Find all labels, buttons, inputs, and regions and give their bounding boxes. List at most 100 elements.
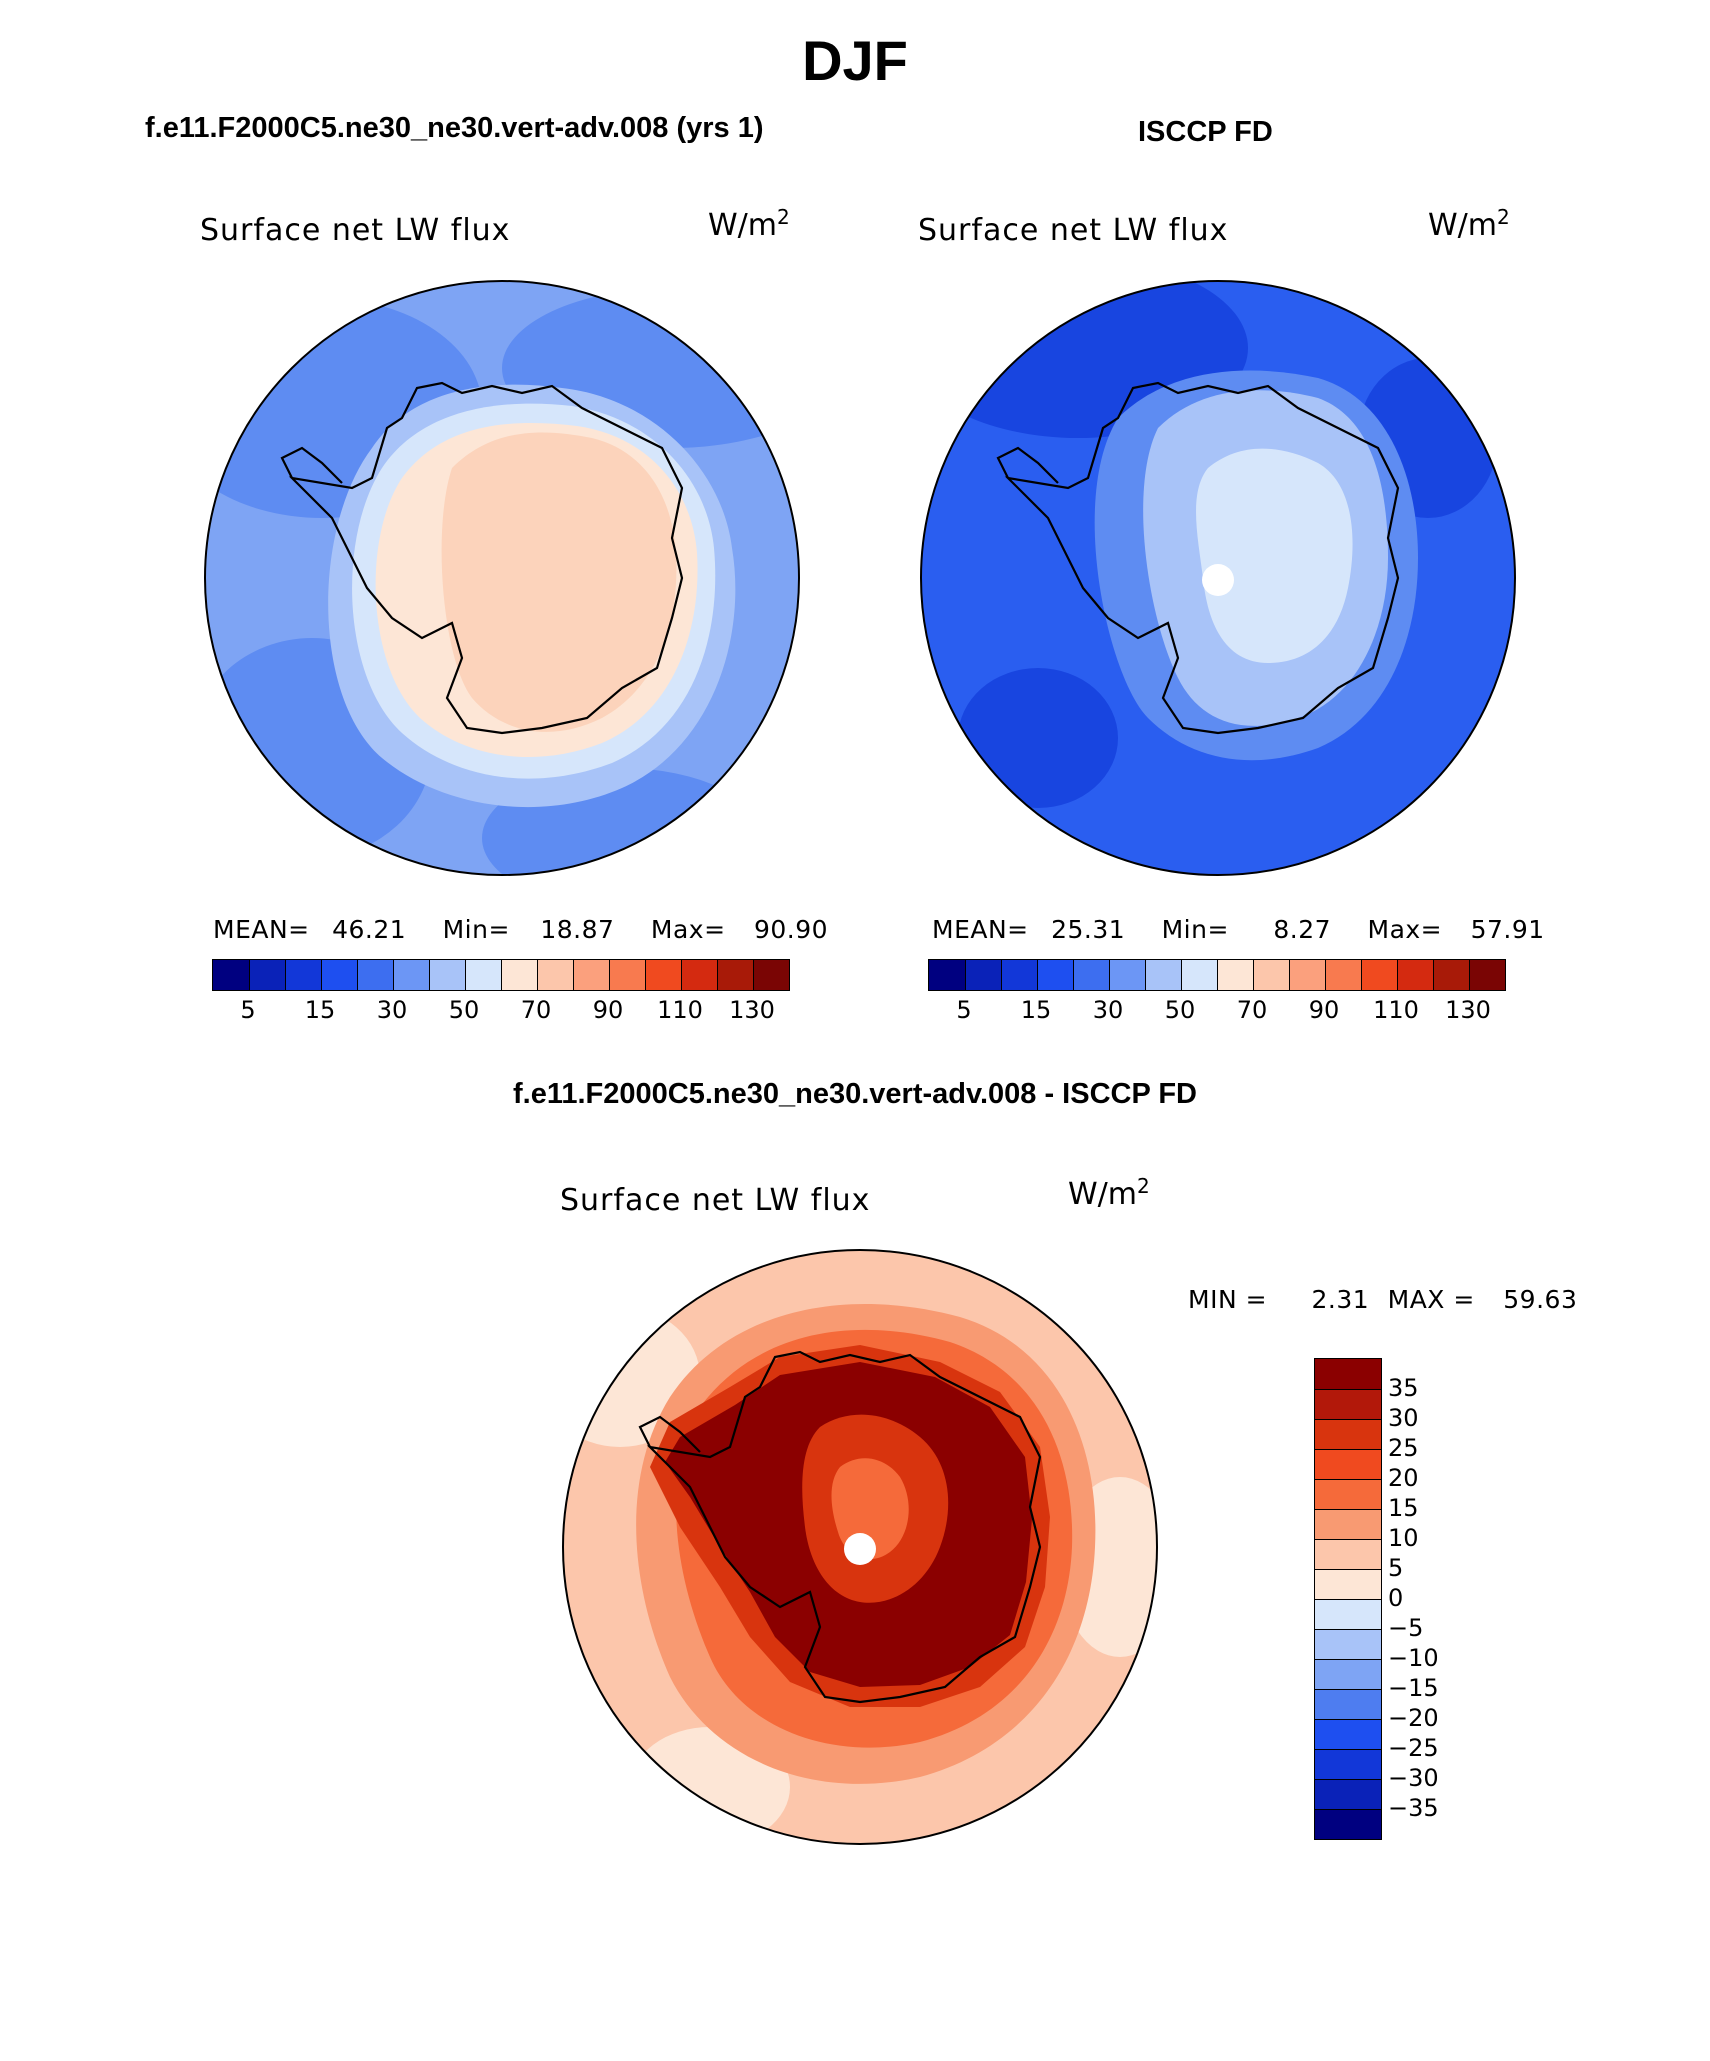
colorbar-cell [1315, 1719, 1381, 1749]
model-peninsula [280, 446, 343, 484]
colorbar-cell [465, 960, 501, 990]
colorbar-cell [1315, 1809, 1381, 1839]
colorbar-cell [753, 960, 789, 990]
diff-peninsula [638, 1415, 701, 1453]
colorbar-tick-label: 130 [729, 996, 775, 1024]
diff-land-core [831, 1458, 909, 1560]
obs-stats: MEAN= 25.31 Min= 8.27 Max= 57.91 [932, 915, 1545, 944]
model-colorbar [212, 959, 790, 991]
model-min-label: Min= [442, 915, 510, 944]
obs-coastline [1004, 381, 1400, 735]
colorbar-cell [1073, 960, 1109, 990]
obs-core [1196, 448, 1353, 663]
diff-max-label: MAX = [1387, 1285, 1475, 1314]
colorbar-tick-label: 50 [1164, 996, 1196, 1024]
colorbar-cell [717, 960, 753, 990]
model-units-label: W/m2 [708, 205, 790, 243]
model-max-value: 90.90 [754, 915, 829, 944]
diff-colorbar [1314, 1358, 1382, 1840]
colorbar-cell [321, 960, 357, 990]
colorbar-cell [1315, 1419, 1381, 1449]
colorbar-tick-label: −20 [1388, 1704, 1439, 1732]
model-units-exponent: 2 [777, 205, 790, 229]
model-mean-value: 46.21 [332, 915, 407, 944]
colorbar-cell [1037, 960, 1073, 990]
colorbar-cell [1181, 960, 1217, 990]
model-units: W/m [708, 208, 777, 243]
colorbar-cell [429, 960, 465, 990]
colorbar-cell [1315, 1569, 1381, 1599]
diff-stats: MIN = 2.31 MAX = 59.63 [1188, 1285, 1577, 1314]
obs-variable-label: Surface net LW flux [918, 213, 1229, 248]
model-polar-map [204, 280, 800, 876]
obs-pole-gap [1202, 564, 1234, 596]
colorbar-cell [357, 960, 393, 990]
colorbar-cell [609, 960, 645, 990]
colorbar-tick-label: 110 [1373, 996, 1419, 1024]
colorbar-cell [537, 960, 573, 990]
colorbar-tick-label: 110 [657, 996, 703, 1024]
diff-units-exponent: 2 [1137, 1174, 1150, 1198]
colorbar-cell [1315, 1539, 1381, 1569]
model-coastline [288, 381, 684, 735]
colorbar-cell [285, 960, 321, 990]
colorbar-tick-label: 15 [1020, 996, 1052, 1024]
colorbar-cell [1315, 1629, 1381, 1659]
colorbar-tick-label: −35 [1388, 1794, 1439, 1822]
colorbar-cell [645, 960, 681, 990]
colorbar-cell [1315, 1659, 1381, 1689]
model-map-border [204, 280, 800, 876]
diff-map-border [562, 1249, 1158, 1845]
colorbar-tick-label: 30 [1388, 1404, 1419, 1432]
colorbar-tick-label: 30 [1092, 996, 1124, 1024]
colorbar-cell [1315, 1479, 1381, 1509]
model-land-interior [441, 432, 677, 732]
obs-dark-patch-2 [958, 668, 1118, 808]
colorbar-tick-label: 90 [592, 996, 624, 1024]
colorbar-cell [1315, 1599, 1381, 1629]
colorbar-cell [1315, 1449, 1381, 1479]
colorbar-tick-label: 5 [956, 996, 972, 1024]
diff-panel-header: f.e11.F2000C5.ne30_ne30.vert-adv.008 - I… [512, 1078, 1197, 1110]
colorbar-cell [1469, 960, 1505, 990]
colorbar-tick-label: 15 [1388, 1494, 1419, 1522]
model-panel-header: f.e11.F2000C5.ne30_ne30.vert-adv.008 (yr… [145, 112, 764, 144]
obs-map-border [920, 280, 1516, 876]
colorbar-tick-label: 90 [1308, 996, 1340, 1024]
colorbar-tick-label: 25 [1388, 1434, 1419, 1462]
obs-panel-header: ISCCP FD [1138, 116, 1273, 148]
obs-colorbar [928, 959, 1506, 991]
colorbar-tick-label: 70 [1236, 996, 1268, 1024]
colorbar-cell [393, 960, 429, 990]
obs-units-label: W/m2 [1428, 205, 1510, 243]
colorbar-cell [1325, 960, 1361, 990]
colorbar-cell [1315, 1389, 1381, 1419]
diff-units-label: W/m2 [1068, 1174, 1150, 1212]
colorbar-tick-label: 10 [1388, 1524, 1419, 1552]
colorbar-cell [681, 960, 717, 990]
colorbar-cell [213, 960, 249, 990]
colorbar-cell [573, 960, 609, 990]
colorbar-tick-label: 5 [1388, 1554, 1404, 1582]
model-colorbar-ticks: 5 15 30 50 70 90 110 130 [212, 996, 788, 1026]
colorbar-tick-label: 35 [1388, 1374, 1419, 1402]
colorbar-tick-label: 20 [1388, 1464, 1419, 1492]
colorbar-cell [1315, 1509, 1381, 1539]
colorbar-tick-label: 5 [240, 996, 256, 1024]
colorbar-tick-label: 30 [376, 996, 408, 1024]
colorbar-cell [1001, 960, 1037, 990]
colorbar-tick-label: −25 [1388, 1734, 1439, 1762]
colorbar-cell [249, 960, 285, 990]
colorbar-cell [1315, 1779, 1381, 1809]
colorbar-cell [929, 960, 965, 990]
colorbar-cell [1315, 1749, 1381, 1779]
colorbar-cell [1109, 960, 1145, 990]
obs-max-label: Max= [1367, 915, 1443, 944]
diff-pole-gap [844, 1533, 876, 1565]
obs-mean-value: 25.31 [1051, 915, 1126, 944]
colorbar-tick-label: 70 [520, 996, 552, 1024]
colorbar-tick-label: −10 [1388, 1644, 1439, 1672]
colorbar-cell [1253, 960, 1289, 990]
model-min-value: 18.87 [540, 915, 615, 944]
diff-variable-label: Surface net LW flux [560, 1183, 871, 1218]
